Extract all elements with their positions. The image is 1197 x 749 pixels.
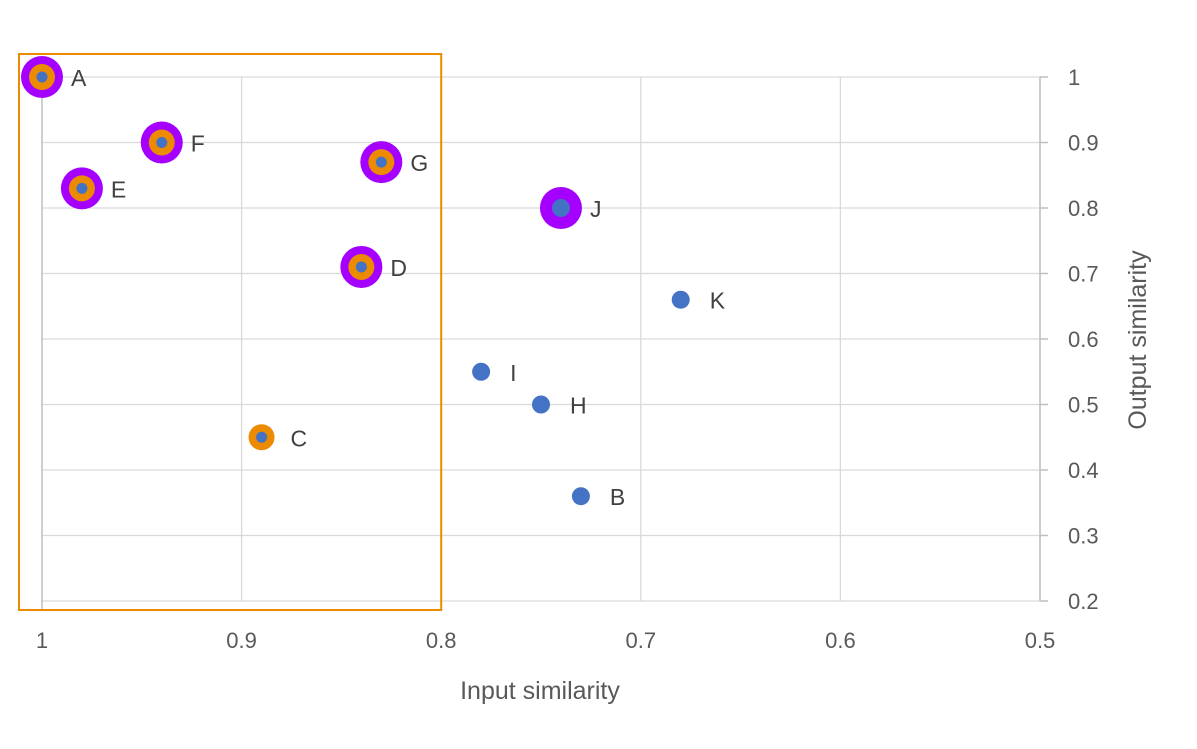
highlight-box	[18, 53, 443, 611]
point-label-d: D	[390, 255, 407, 281]
point-labels: A F E G D C J K I H B	[71, 65, 726, 510]
point-label-k: K	[710, 288, 726, 314]
x-tick-label-1: 0.9	[226, 628, 257, 653]
point-c-marker	[256, 431, 268, 443]
point-b-marker	[571, 487, 590, 506]
y-tick-label-8: 1	[1068, 65, 1080, 90]
point-label-h: H	[570, 393, 587, 419]
point-label-a: A	[71, 65, 87, 91]
point-j-marker	[551, 199, 570, 217]
point-label-g: G	[410, 150, 428, 176]
tick-labels: 1 0.9 0.8 0.7 0.6 0.5 0.2 0.3 0.4 0.5 0.6 0.7 0.8 0.9…	[36, 65, 1099, 653]
point-k-marker	[671, 290, 690, 309]
data-points	[21, 56, 690, 506]
y-tick-label-6: 0.8	[1068, 196, 1099, 221]
point-f-marker	[156, 137, 168, 148]
axes	[41, 76, 1048, 609]
y-tick-label-3: 0.5	[1068, 393, 1099, 418]
y-tick-label-7: 0.9	[1068, 131, 1099, 156]
point-e-marker	[76, 182, 88, 194]
point-i-marker	[472, 362, 491, 381]
y-tick-label-1: 0.3	[1068, 524, 1099, 549]
x-axis-title: Input similarity	[460, 677, 620, 705]
point-h-marker	[532, 395, 550, 414]
point-label-j: J	[590, 196, 602, 222]
point-d-marker	[355, 261, 367, 273]
point-g-marker	[375, 156, 387, 168]
point-a-marker	[36, 71, 48, 83]
point-label-i: I	[510, 360, 516, 386]
point-label-f: F	[191, 131, 205, 157]
x-tick-label-4: 0.6	[825, 628, 856, 653]
point-label-c: C	[291, 425, 308, 451]
point-label-e: E	[111, 176, 126, 202]
y-axis-title: Output similarity	[1124, 250, 1152, 430]
x-tick-label-0: 1	[36, 628, 48, 653]
highlight-region	[18, 53, 443, 611]
x-tick-label-5: 0.5	[1025, 628, 1056, 653]
y-tick-label-4: 0.6	[1068, 327, 1099, 352]
point-label-b: B	[610, 484, 625, 510]
y-tick-label-5: 0.7	[1068, 262, 1099, 287]
y-tick-label-2: 0.4	[1068, 458, 1099, 483]
y-tick-label-0: 0.2	[1068, 589, 1099, 614]
x-tick-label-2: 0.8	[426, 628, 457, 653]
x-tick-label-3: 0.7	[626, 628, 657, 653]
